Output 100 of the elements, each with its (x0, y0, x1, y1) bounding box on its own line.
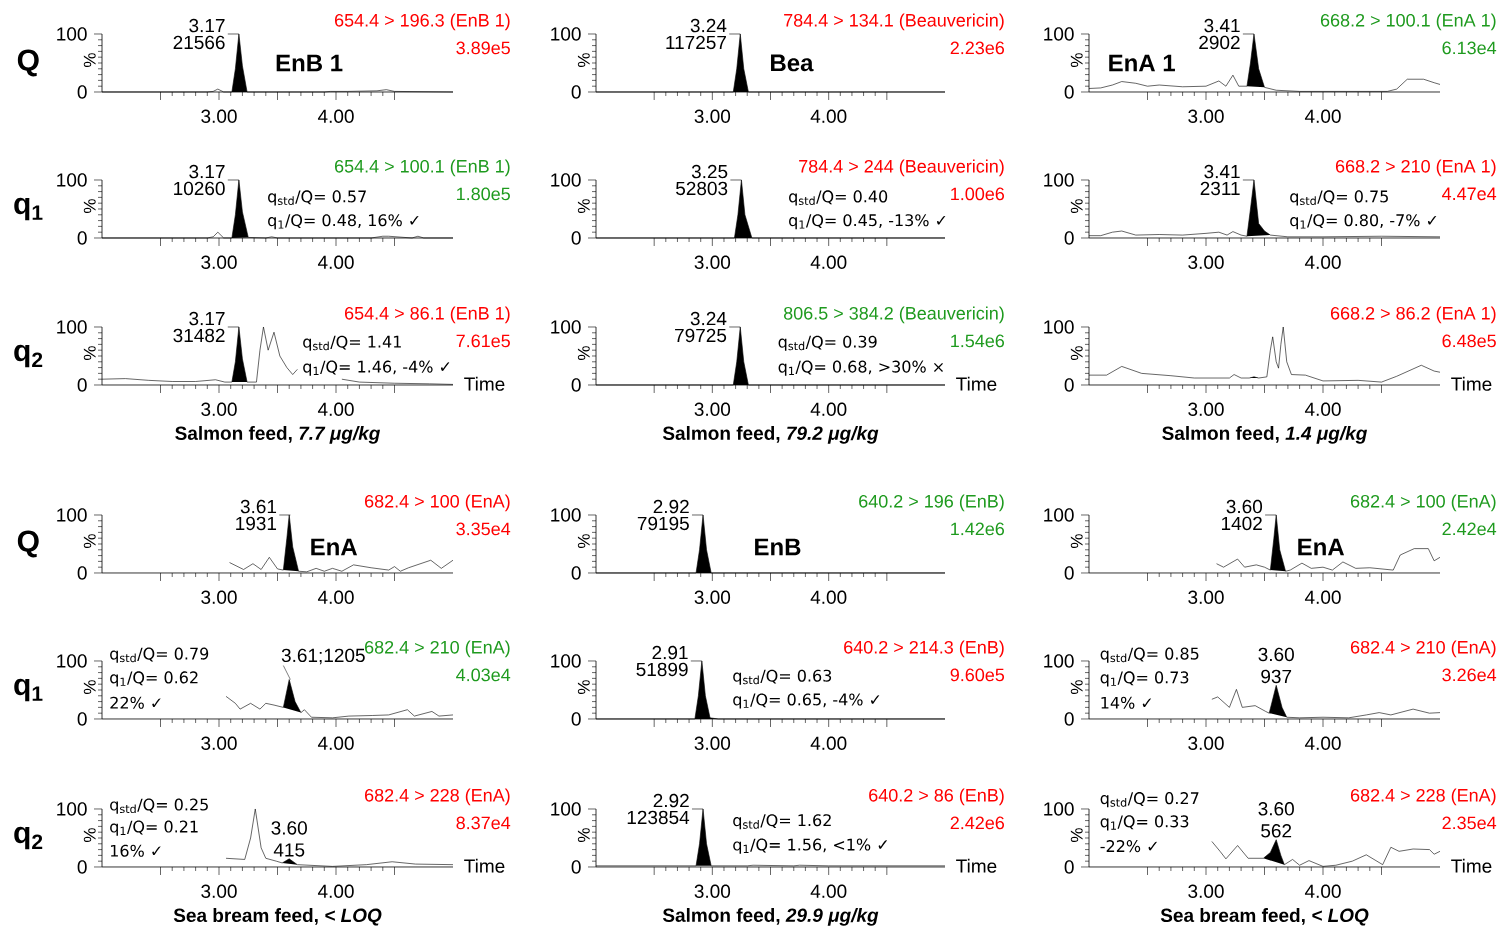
x-axis-title: Time (956, 858, 997, 873)
annotation: Bea (771, 54, 814, 72)
chart-subtitle: 2.23e6 (950, 41, 1005, 55)
annotation: 14% ✓ (1101, 696, 1152, 709)
text: Salmon feed, 7.7 μg/kg (175, 426, 381, 444)
annotation: 3.60 (271, 821, 307, 835)
annotation: 937 (1261, 669, 1292, 684)
y-tick-label: 0 (571, 566, 581, 580)
y-tick-label: 0 (77, 85, 87, 99)
annotation: 3.24 (690, 311, 727, 326)
chart-subtitle: 3.89e5 (456, 41, 510, 55)
annotation: q$_{1}$/Q= 1.56, <1% ✓ (733, 838, 887, 854)
x-tick-label: 4.00 (317, 884, 354, 898)
annotation: q$_{1}$/Q= 0.48, 16% ✓ (268, 214, 419, 230)
x-tick-label: 3.00 (201, 884, 237, 898)
y-tick-label: 0 (571, 85, 581, 99)
y-tick-label: 0 (77, 378, 87, 392)
annotation: q$_{1}$/Q= 0.21 (110, 820, 198, 836)
y-axis-title: % (577, 534, 590, 549)
annotation: q$_{std}$/Q= 0.75 (1290, 190, 1388, 206)
x-tick-label: 3.00 (201, 109, 237, 123)
y-tick-label: 0 (77, 231, 87, 245)
x-tick-label: 4.00 (317, 109, 354, 123)
annotation: 3.61 (240, 499, 277, 514)
y-axis-title: % (577, 199, 590, 214)
y-tick-label: 100 (57, 173, 87, 187)
chart-title: 640.2 > 86 (EnB) (869, 788, 1004, 806)
chart-title: 668.2 > 100.1 (EnA 1) (1320, 13, 1496, 31)
annotation: q$_{std}$/Q= 1.41 (303, 335, 401, 351)
annotation: 3.24 (690, 18, 727, 33)
annotation: -22% ✓ (1100, 840, 1157, 853)
x-tick-label: 3.00 (694, 884, 731, 898)
annotation: q$_{std}$/Q= 0.79 (110, 647, 209, 663)
y-tick-label: 0 (571, 860, 581, 874)
x-tick-label: 3.00 (1188, 590, 1224, 604)
annotation: q$_{std}$/Q= 0.39 (778, 335, 877, 351)
chart-title: 784.4 > 244 (Beauvericin) (799, 159, 1004, 177)
y-tick-label: 0 (77, 712, 87, 726)
y-tick-label: 100 (57, 27, 87, 41)
y-tick-label: 100 (1044, 508, 1074, 522)
y-axis-title: % (1070, 199, 1083, 214)
chart-subtitle: 1.00e6 (951, 187, 1005, 201)
chart-title: 668.2 > 86.2 (EnA 1) (1330, 306, 1496, 324)
annotation: 415 (273, 843, 305, 857)
chart-subtitle: 7.61e5 (456, 334, 510, 348)
x-tick-label: 4.00 (317, 402, 354, 416)
y-tick-label: 100 (57, 654, 87, 668)
y-tick-label: 100 (57, 508, 87, 522)
annotation: 2.92 (653, 793, 689, 808)
y-tick-label: 0 (1064, 712, 1074, 726)
annotation: q$_{1}$/Q= 0.62 (110, 671, 198, 687)
x-tick-label: 4.00 (1304, 590, 1341, 604)
y-tick-label: 0 (1064, 566, 1074, 580)
chart-title: 640.2 > 214.3 (EnB) (844, 640, 1004, 658)
x-tick-label: 3.00 (1188, 402, 1224, 416)
annotation: q$_{1}$/Q= 0.73 (1100, 671, 1189, 687)
x-tick-label: 4.00 (810, 255, 847, 269)
x-tick-label: 3.00 (694, 590, 731, 604)
chart-title: 682.4 > 100 (EnA) (365, 494, 510, 512)
y-tick-label: 0 (1064, 378, 1074, 392)
annotation: 51899 (636, 662, 688, 677)
annotation: q$_{1}$/Q= 0.45, -13% ✓ (789, 214, 946, 230)
chart-subtitle: 6.13e4 (1442, 41, 1497, 55)
x-tick-label: 4.00 (1304, 402, 1341, 416)
chart-title: 654.4 > 86.1 (EnB 1) (345, 306, 510, 324)
annotation: 2.92 (653, 499, 689, 514)
text: Sea bream feed, < LOQ (1160, 908, 1369, 926)
x-tick-label: 3.00 (694, 402, 731, 416)
annotation: EnA (1298, 538, 1345, 556)
chart-subtitle: 3.26e4 (1442, 668, 1497, 682)
y-tick-label: 0 (571, 712, 581, 726)
annotation: 562 (1261, 824, 1292, 838)
chart-title: 784.4 > 134.1 (Beauvericin) (784, 13, 1004, 31)
y-axis-title: % (577, 828, 590, 843)
x-tick-label: 3.00 (201, 402, 237, 416)
y-tick-label: 100 (1044, 173, 1074, 187)
y-tick-label: 100 (57, 802, 87, 816)
x-tick-label: 4.00 (317, 590, 354, 604)
annotation: 1931 (236, 516, 277, 531)
annotation: q$_{std}$/Q= 1.62 (733, 814, 831, 830)
chart-title: 682.4 > 228 (EnA) (1350, 788, 1496, 806)
x-tick-label: 4.00 (1304, 109, 1341, 123)
y-tick-label: 100 (551, 802, 581, 816)
text: q$_{std}$/Q= 0.27 (1100, 792, 1199, 808)
x-tick-label: 4.00 (810, 402, 847, 416)
chart-title: 640.2 > 196 (EnB) (859, 494, 1004, 512)
annotation: 3.17 (189, 164, 225, 179)
y-tick-label: 100 (551, 654, 581, 668)
chart-subtitle: 6.48e5 (1442, 334, 1496, 348)
chart-subtitle: 3.35e4 (456, 522, 511, 536)
x-tick-label: 4.00 (810, 590, 847, 604)
y-tick-label: 0 (571, 231, 581, 245)
x-tick-label: 4.00 (317, 736, 354, 750)
annotation: 22% ✓ (110, 696, 161, 709)
annotation: q$_{1}$/Q= 1.46, -4% ✓ (303, 360, 450, 376)
annotation: 21566 (173, 35, 225, 50)
chart-subtitle: 1.54e6 (951, 334, 1005, 348)
y-axis-title: % (83, 534, 96, 549)
y-tick-label: 0 (77, 566, 87, 580)
chart-subtitle: 2.42e4 (1442, 522, 1497, 536)
